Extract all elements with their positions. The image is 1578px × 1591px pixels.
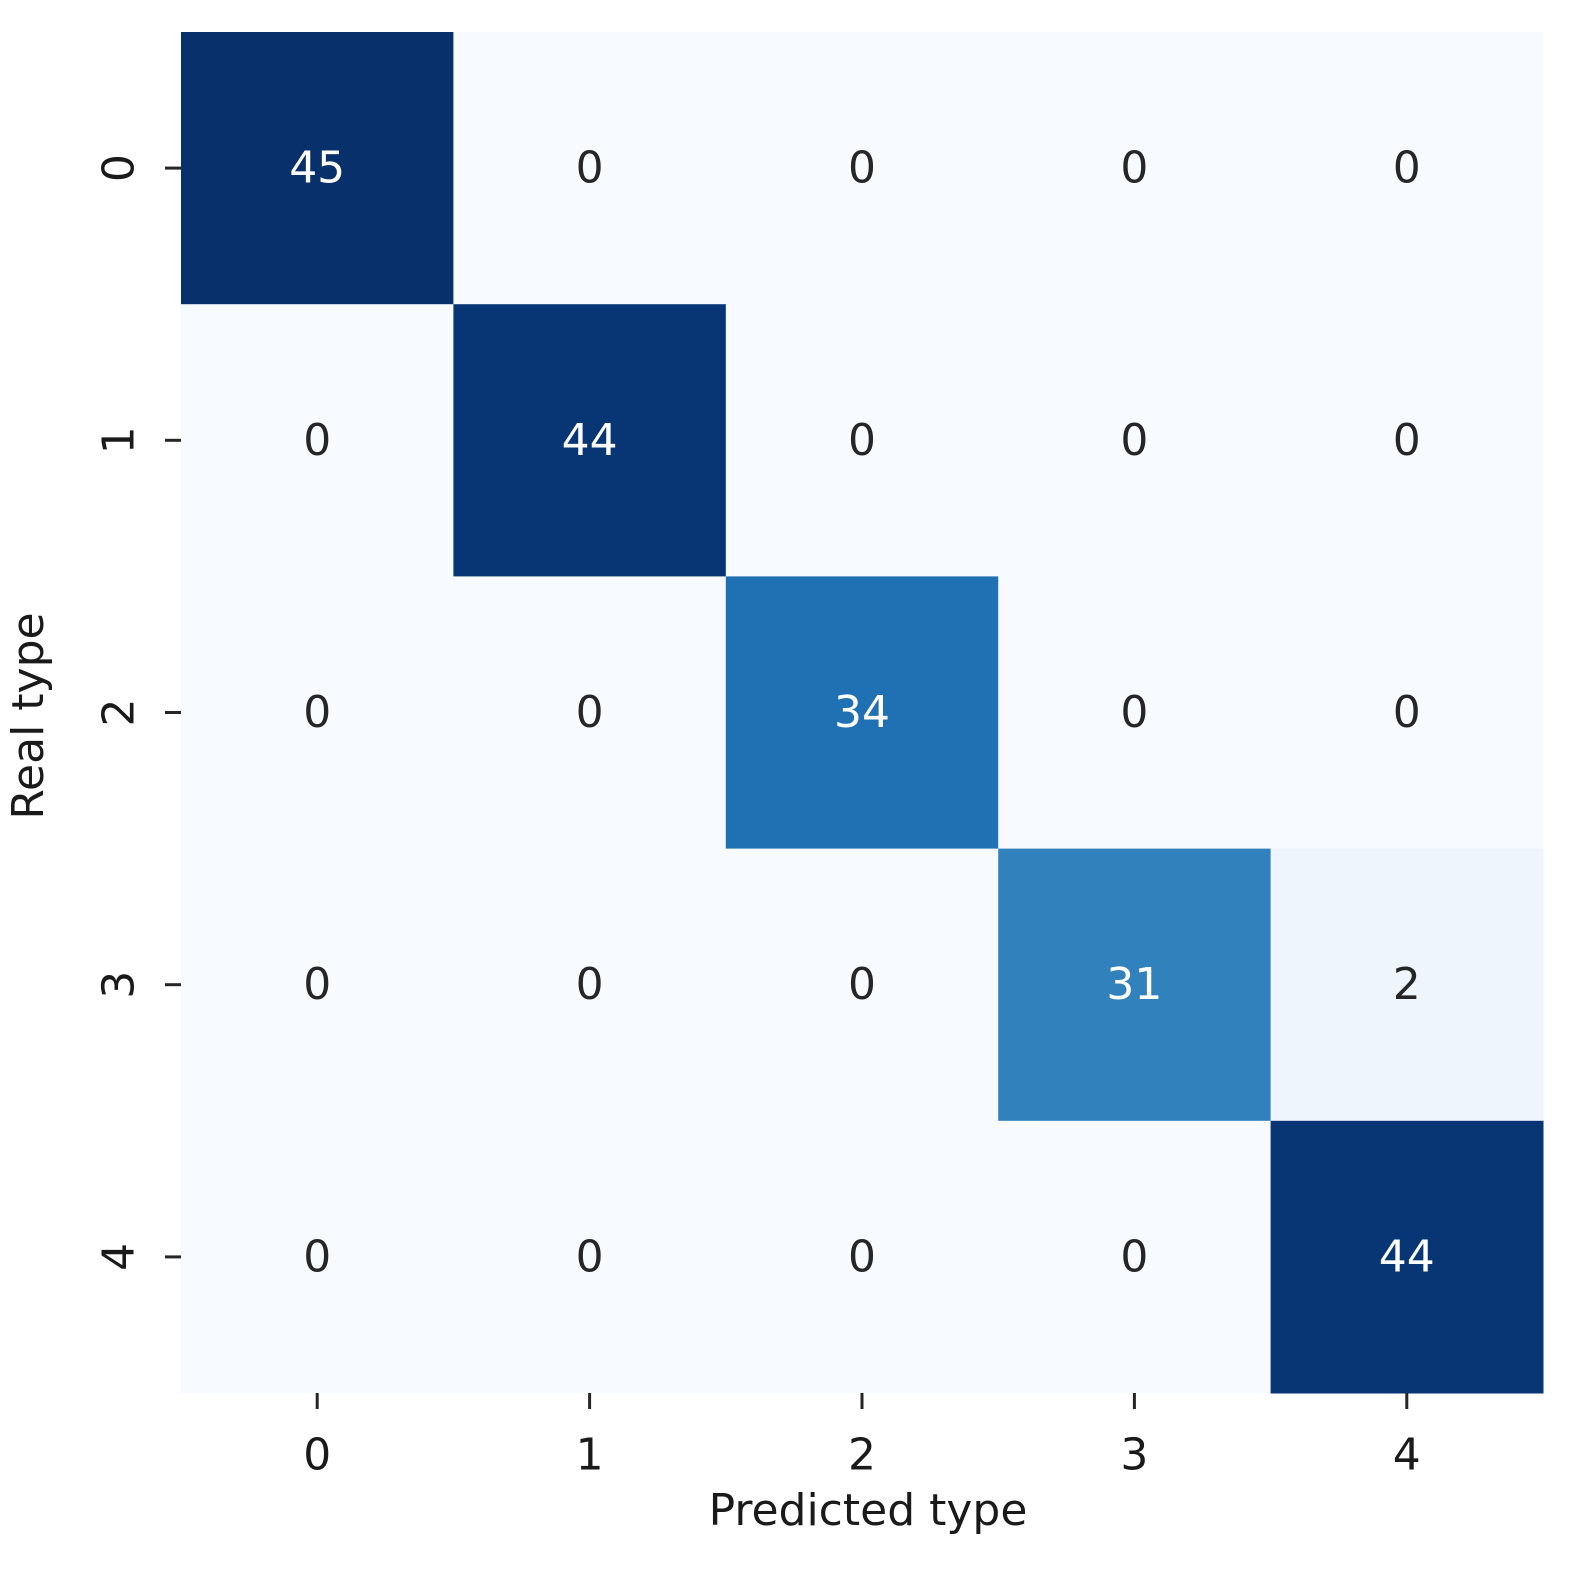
heatmap-cell-label-r4-c1: 0 <box>576 1231 604 1282</box>
heatmap-cell-label-r2-c3: 0 <box>1120 687 1148 738</box>
heatmap-cell-label-r4-c0: 0 <box>303 1231 331 1282</box>
heatmap-cell-r0-c1 <box>453 32 727 305</box>
y-tick-label-3: 3 <box>94 971 145 999</box>
heatmap-cell-r3-c1 <box>453 848 727 1122</box>
heatmap-cell-label-r1-c4: 0 <box>1393 415 1421 466</box>
heatmap-cell-r2-c3 <box>998 576 1272 850</box>
heatmap-cell-label-r2-c4: 0 <box>1393 687 1421 738</box>
heatmap-cell-label-r2-c0: 0 <box>303 687 331 738</box>
heatmap-cell-label-r1-c1: 44 <box>562 415 618 466</box>
heatmap-cell-r3-c4 <box>1270 848 1544 1122</box>
x-tick-label-4: 4 <box>1393 1430 1421 1481</box>
y-tick-label-1: 1 <box>94 426 145 454</box>
heatmap-cell-r4-c4 <box>1270 1120 1544 1394</box>
heatmap-cell-r2-c0 <box>181 576 454 850</box>
heatmap-cell-label-r0-c2: 0 <box>848 143 876 194</box>
heatmap-cell-label-r4-c4: 44 <box>1379 1231 1435 1282</box>
heatmap-cell-r0-c3 <box>998 32 1272 305</box>
heatmap-cell-r3-c3 <box>998 848 1272 1122</box>
heatmap-cell-r4-c1 <box>453 1120 727 1394</box>
heatmap-cell-r2-c1 <box>453 576 727 850</box>
heatmap-cell-r2-c4 <box>1270 576 1544 850</box>
heatmap-cell-r4-c2 <box>725 1120 999 1394</box>
heatmap-cell-labels: 45 0 0 0 0 0 44 0 0 0 0 0 34 0 0 0 0 0 31 2 0 0 0 0 44 <box>289 143 1435 1283</box>
heatmap-cell-label-r0-c3: 0 <box>1120 143 1148 194</box>
heatmap-cell-label-r3-c4: 2 <box>1393 959 1421 1010</box>
y-axis-ticks: 0 1 2 3 4 <box>94 154 181 1271</box>
heatmap-cell-r1-c0 <box>181 304 454 577</box>
heatmap-cell-label-r0-c1: 0 <box>576 143 604 194</box>
x-axis-ticks: 0 1 2 3 4 <box>303 1393 1421 1481</box>
x-tick-label-2: 2 <box>848 1430 876 1481</box>
heatmap-cell-r1-c4 <box>1270 304 1544 577</box>
x-axis-label: Predicted type <box>709 1485 1028 1536</box>
y-tick-label-2: 2 <box>94 699 145 727</box>
heatmap-cell-r1-c1 <box>453 304 727 577</box>
heatmap-cell-r4-c3 <box>998 1120 1272 1394</box>
heatmap-cell-label-r1-c0: 0 <box>303 415 331 466</box>
heatmap-cell-r4-c0 <box>181 1120 454 1394</box>
heatmap-cell-label-r3-c2: 0 <box>848 959 876 1010</box>
heatmap-cell-label-r0-c4: 0 <box>1393 143 1421 194</box>
y-tick-label-4: 4 <box>94 1243 145 1271</box>
heatmap-cell-r1-c3 <box>998 304 1272 577</box>
heatmap-cell-r0-c2 <box>725 32 999 305</box>
x-tick-label-0: 0 <box>303 1430 331 1481</box>
heatmap-cell-label-r1-c2: 0 <box>848 415 876 466</box>
heatmap-cell-label-r1-c3: 0 <box>1120 415 1148 466</box>
heatmap-cell-label-r0-c0: 45 <box>289 143 345 194</box>
y-tick-label-0: 0 <box>94 154 145 182</box>
heatmap-cell-r3-c0 <box>181 848 454 1122</box>
x-tick-label-1: 1 <box>576 1430 604 1481</box>
heatmap-cell-r0-c0 <box>181 32 454 305</box>
x-tick-label-3: 3 <box>1120 1430 1148 1481</box>
heatmap-cell-r0-c4 <box>1270 32 1544 305</box>
heatmap-cell-label-r2-c2: 34 <box>834 687 890 738</box>
heatmap-cell-label-r4-c2: 0 <box>848 1231 876 1282</box>
heatmap-cells <box>181 32 1544 1394</box>
heatmap-cell-label-r3-c0: 0 <box>303 959 331 1010</box>
heatmap-cell-label-r2-c1: 0 <box>576 687 604 738</box>
heatmap-cell-label-r3-c1: 0 <box>576 959 604 1010</box>
heatmap-cell-label-r4-c3: 0 <box>1120 1231 1148 1282</box>
heatmap-cell-r2-c2 <box>725 576 999 850</box>
heatmap-cell-label-r3-c3: 31 <box>1106 959 1162 1010</box>
heatmap-cell-r3-c2 <box>725 848 999 1122</box>
y-axis-label: Real type <box>3 612 54 819</box>
heatmap-cell-r1-c2 <box>725 304 999 577</box>
